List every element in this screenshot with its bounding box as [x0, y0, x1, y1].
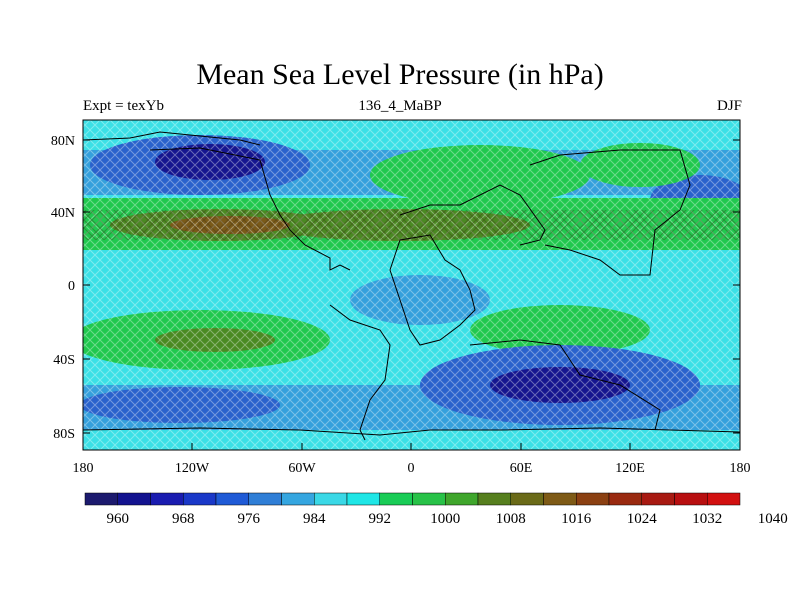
colorbar-label: 1000: [430, 511, 460, 527]
season-label: DJF: [716, 98, 742, 114]
lat-tick-label: 40N: [51, 206, 75, 221]
lat-tick-label: 80N: [51, 134, 75, 149]
colorbar-swatch: [183, 492, 217, 506]
colorbar-swatch: [248, 492, 282, 506]
colorbar-swatch: [150, 492, 184, 506]
colorbar-swatch: [641, 492, 675, 506]
colorbar-swatch: [608, 492, 642, 506]
lon-tick-label: 120E: [615, 461, 645, 476]
colorbar-swatch: [117, 492, 151, 506]
colorbar-label: 1032: [692, 511, 722, 527]
coast-australia: [469, 339, 661, 431]
experiment-label: Expt = texYb: [83, 98, 164, 114]
colorbar-swatch: [674, 492, 708, 506]
colorbar-label: 1040: [758, 511, 788, 527]
field-hatching: [83, 120, 740, 450]
colorbar-swatch: [215, 492, 249, 506]
coast-africa: [389, 234, 476, 346]
lon-tick-label: 180: [73, 461, 94, 476]
colorbar-swatch: [445, 492, 479, 506]
colorbar-swatch: [346, 492, 380, 506]
colorbar-label: 1008: [496, 511, 526, 527]
colorbar-swatch: [281, 492, 315, 506]
map-title: Mean Sea Level Pressure (in hPa): [196, 58, 604, 91]
colorbar-label: 968: [172, 511, 195, 527]
coast-arctic: [83, 131, 261, 146]
lon-tick-label: 60E: [510, 461, 533, 476]
lon-tick-label: 120W: [175, 461, 210, 476]
lon-tick-label: 180: [730, 461, 751, 476]
lon-tick-label: 60W: [288, 461, 316, 476]
colorbar-swatch: [379, 492, 413, 506]
colorbar-label: 1024: [627, 511, 658, 527]
colorbar-swatch: [510, 492, 544, 506]
period-label: 136_4_MaBP: [358, 98, 442, 114]
colorbar-swatch: [477, 492, 511, 506]
lon-tick-label: 0: [408, 461, 415, 476]
lat-tick-label: 0: [68, 279, 75, 294]
pressure-field: [83, 120, 740, 450]
lon-axis: [82, 443, 741, 450]
lat-tick-label: 40S: [53, 353, 75, 368]
colorbar-swatch: [412, 492, 446, 506]
coast-antarctica: [83, 427, 740, 436]
coast-europe: [399, 184, 546, 246]
colorbar-swatch: [84, 492, 118, 506]
coast-asia: [529, 149, 691, 276]
coast-north-america: [149, 147, 351, 271]
colorbar-swatch: [707, 492, 741, 506]
colorbar-swatch: [543, 492, 577, 506]
coast-south-america: [329, 304, 391, 441]
lat-axis: [83, 139, 740, 434]
colorbar: [84, 492, 741, 506]
coastlines: [83, 131, 740, 441]
colorbar-swatch: [314, 492, 348, 506]
colorbar-label: 1016: [561, 511, 592, 527]
lat-tick-label: 80S: [53, 427, 75, 442]
field-hatching-dark: [83, 210, 740, 240]
colorbar-label: 960: [107, 511, 130, 527]
colorbar-labels: 960 968 976 984 992 1000 1008 1016 1024 1032 1040: [107, 511, 788, 527]
colorbar-swatch: [576, 492, 610, 506]
colorbar-label: 976: [238, 511, 261, 527]
colorbar-label: 992: [369, 511, 392, 527]
colorbar-label: 984: [303, 511, 326, 527]
